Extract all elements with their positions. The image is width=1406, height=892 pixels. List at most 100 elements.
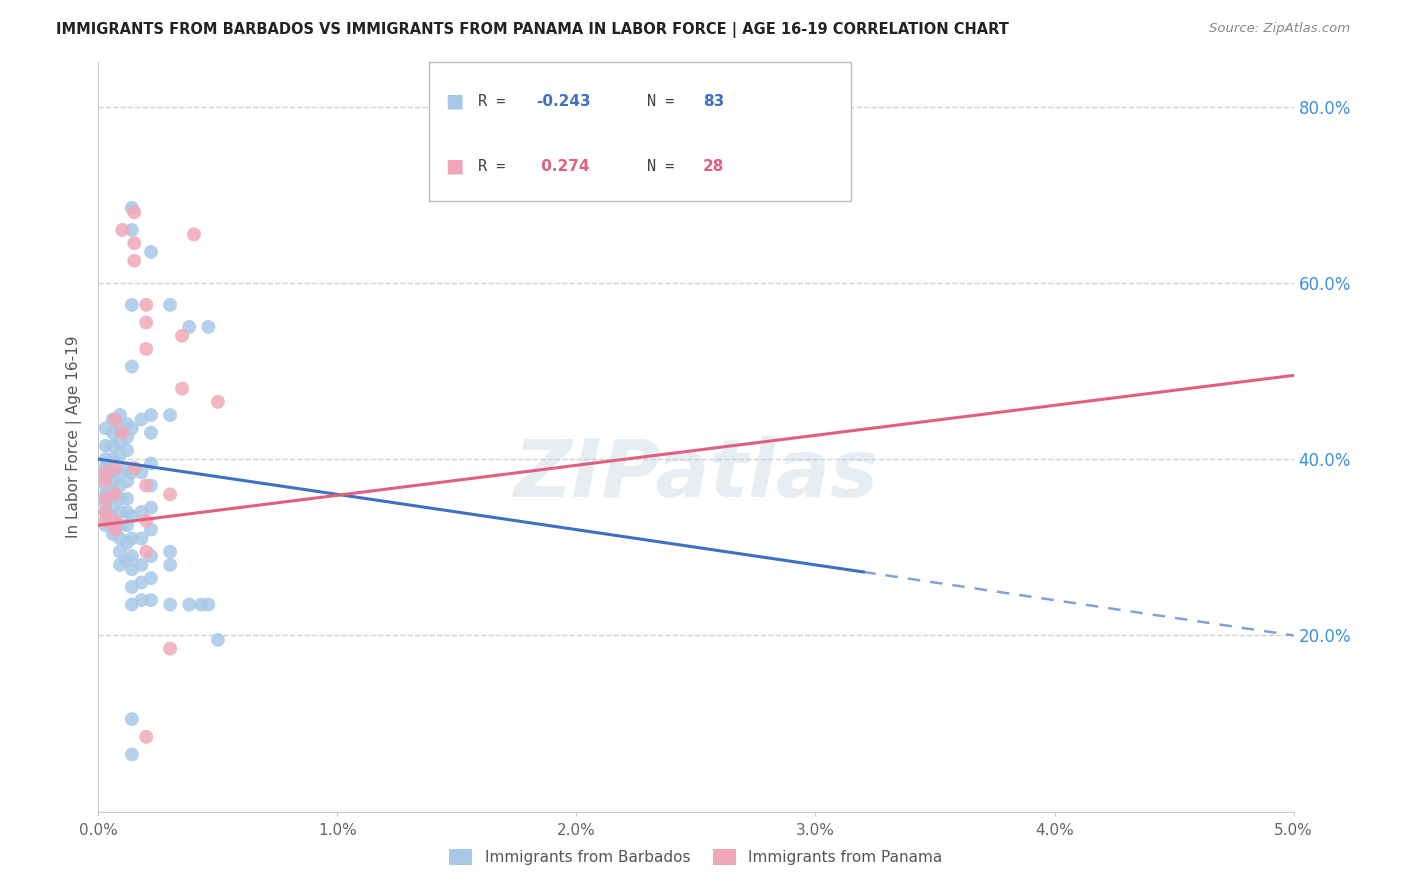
Point [139,549,162,563]
Point [94,421,117,435]
Point [121,509,143,524]
Point [131,505,153,519]
Text: Source: ZipAtlas.com: Source: ZipAtlas.com [1209,22,1350,36]
Point [159,558,181,572]
Point [179,598,201,612]
Point [94,466,117,480]
Point [121,747,143,762]
Point [94,505,117,519]
Point [115,553,138,567]
Text: 83: 83 [703,94,724,109]
Point [131,575,153,590]
Point [101,514,124,528]
Text: IMMIGRANTS FROM BARBADOS VS IMMIGRANTS FROM PANAMA IN LABOR FORCE | AGE 16-19 CO: IMMIGRANTS FROM BARBADOS VS IMMIGRANTS F… [56,22,1010,38]
Point [139,457,162,471]
Point [115,505,138,519]
Point [108,491,131,506]
Point [115,518,138,533]
Point [104,523,127,537]
Point [139,478,162,492]
Point [101,439,124,453]
Text: R =: R = [478,94,515,109]
Text: N =: N = [647,94,683,109]
Point [135,342,157,356]
Point [190,598,212,612]
Point [108,448,131,462]
Point [115,461,138,475]
Text: 28: 28 [703,159,724,174]
Point [139,593,162,607]
Point [121,298,143,312]
Point [108,558,131,572]
Point [139,523,162,537]
Point [101,452,124,467]
Point [104,514,127,528]
Point [131,593,153,607]
Point [131,466,153,480]
Point [115,443,138,458]
Point [139,500,162,515]
Point [115,474,138,488]
Point [159,641,181,656]
Point [94,487,117,501]
Point [108,421,131,435]
Point [94,452,117,467]
Point [139,425,162,440]
Point [108,505,131,519]
Point [135,730,157,744]
Point [139,571,162,585]
Point [101,527,124,541]
Point [131,532,153,546]
Point [121,562,143,576]
Point [94,474,117,488]
Point [121,598,143,612]
Point [94,478,117,492]
Point [121,532,143,546]
Text: -0.243: -0.243 [536,94,591,109]
Point [159,598,181,612]
Point [111,425,134,440]
Point [101,500,124,515]
Point [135,316,157,330]
Legend: Immigrants from Barbados, Immigrants from Panama: Immigrants from Barbados, Immigrants fro… [443,843,949,871]
Point [115,491,138,506]
Point [121,201,143,215]
Point [135,478,157,492]
Y-axis label: In Labor Force | Age 16-19: In Labor Force | Age 16-19 [66,335,83,539]
Point [104,412,127,426]
Point [121,580,143,594]
Point [115,536,138,550]
Point [101,425,124,440]
Point [108,532,131,546]
Point [108,518,131,533]
Point [104,461,127,475]
Point [139,408,162,422]
Point [172,382,194,396]
Text: 0.274: 0.274 [536,159,589,174]
Point [124,461,146,475]
Point [94,469,117,483]
Point [101,474,124,488]
Point [108,544,131,558]
Point [94,461,117,475]
Point [159,408,181,422]
Point [104,487,127,501]
Point [139,244,162,259]
Point [159,298,181,312]
Point [108,466,131,480]
Point [131,558,153,572]
Point [94,491,117,506]
Text: ■: ■ [446,157,464,176]
Text: R =: R = [478,159,515,174]
Point [124,236,146,251]
Point [172,328,194,343]
Point [94,518,117,533]
Point [135,514,157,528]
Point [108,478,131,492]
Point [121,359,143,374]
Point [121,466,143,480]
Point [94,514,117,528]
Point [115,417,138,431]
Point [197,319,219,334]
Point [197,598,219,612]
